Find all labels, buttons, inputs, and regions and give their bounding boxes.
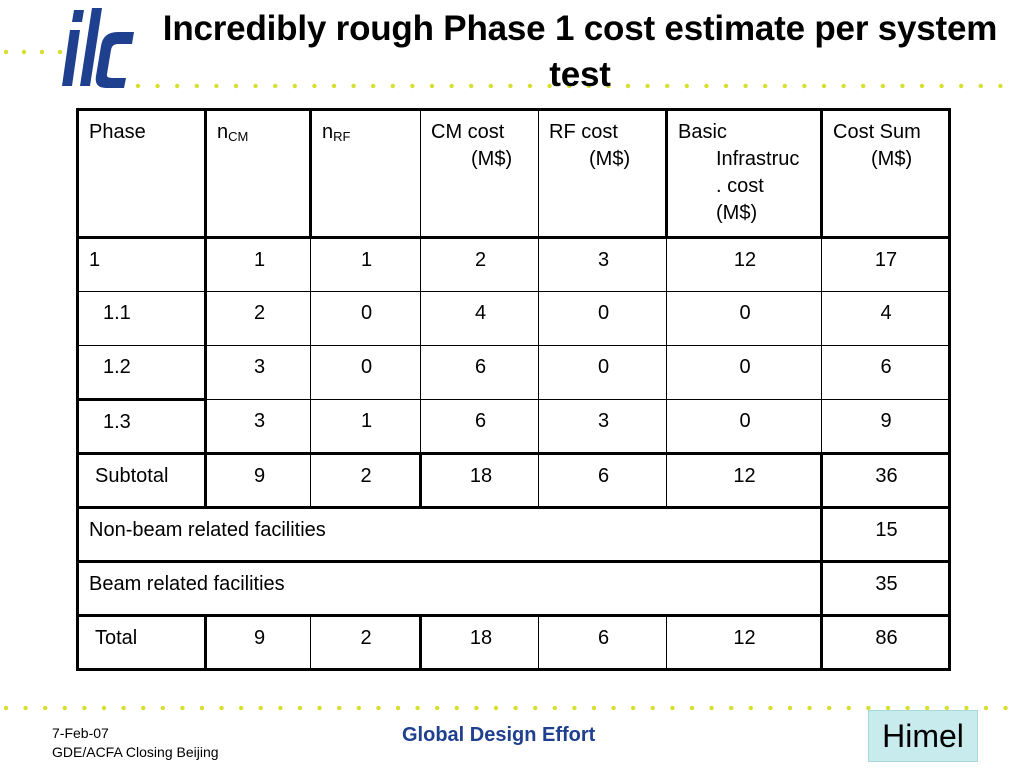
bottom-dotted-line: [3, 705, 1008, 711]
header-phase: Phase: [76, 108, 207, 238]
cell-sum: 86: [820, 615, 951, 671]
cell-sum: 17: [821, 236, 951, 292]
cell-n-cm: 1: [205, 236, 311, 292]
cell-cm-cost: 4: [420, 291, 539, 346]
cell-n-rf: 0: [310, 291, 421, 346]
cell-n-cm: 3: [205, 399, 311, 454]
table-row-non-beam: Non-beam related facilities 15: [76, 507, 951, 563]
table-row-subtotal: Subtotal 9 2 18 6 12 36: [76, 452, 951, 509]
cell-basic: 12: [666, 452, 822, 509]
header-rf-cost: RF cost (M$): [538, 108, 667, 238]
cell-sum: 6: [821, 345, 951, 400]
footer-event: GDE/ACFA Closing Beijing: [52, 744, 219, 760]
cell-basic: 12: [666, 236, 822, 292]
cell-basic: 0: [666, 291, 822, 346]
cell-beam-sum: 35: [820, 561, 951, 617]
cell-n-cm: 9: [205, 615, 311, 671]
cell-phase: 1: [76, 236, 207, 292]
cell-rf-cost: 3: [538, 236, 667, 292]
top-left-dotted-line: [3, 49, 63, 55]
cell-cm-cost: 6: [420, 345, 539, 400]
cell-basic: 12: [666, 615, 822, 671]
cell-n-cm: 9: [205, 452, 311, 509]
cell-phase: Total: [76, 615, 207, 671]
table-row: 1.2 3 0 6 0 0 6: [76, 345, 951, 401]
table-row: 1 1 1 2 3 12 17: [76, 236, 951, 292]
cost-table: Phase nCM nRF CM cost (M$) RF cost (M$) Ba…: [76, 108, 951, 671]
cell-sum: 9: [821, 399, 951, 454]
top-dotted-line: [135, 83, 1003, 89]
cell-rf-cost: 6: [538, 615, 667, 671]
cell-sum: 4: [821, 291, 951, 346]
table-row-beam: Beam related facilities 35: [76, 561, 951, 617]
header-n-cm: nCM: [205, 108, 311, 238]
cell-rf-cost: 0: [538, 345, 667, 400]
table-row: 1.3 3 1 6 3 0 9: [76, 399, 951, 454]
cell-rf-cost: 6: [538, 452, 667, 509]
table-header-row: Phase nCM nRF CM cost (M$) RF cost (M$) Ba…: [76, 108, 951, 238]
cell-n-rf: 2: [310, 452, 421, 509]
cell-phase: 1.1: [76, 291, 207, 346]
footer-date-event: 7-Feb-07 GDE/ACFA Closing Beijing: [52, 724, 219, 762]
cell-n-cm: 3: [205, 345, 311, 400]
cell-non-beam-label: Non-beam related facilities: [76, 507, 822, 563]
footer-organization: Global Design Effort: [402, 724, 596, 746]
cell-sum: 36: [820, 452, 951, 509]
cell-n-rf: 0: [310, 345, 421, 400]
cell-non-beam-sum: 15: [820, 507, 951, 563]
cell-n-rf: 1: [310, 236, 421, 292]
header-cm-cost: CM cost (M$): [420, 108, 539, 238]
ilc-logo-icon: [62, 8, 134, 88]
table-row-total: Total 9 2 18 6 12 86: [76, 615, 951, 671]
cell-cm-cost: 18: [419, 615, 539, 671]
cell-beam-label: Beam related facilities: [76, 561, 822, 617]
cell-cm-cost: 18: [419, 452, 539, 509]
cell-n-cm: 2: [205, 291, 311, 346]
header-basic-infrastructure-cost: Basic Infrastruc. cost (M$): [665, 108, 822, 238]
cell-phase: 1.3: [76, 399, 207, 454]
slide-title: Incredibly rough Phase 1 cost estimate p…: [162, 9, 998, 94]
cell-n-rf: 2: [310, 615, 421, 671]
author-name-box: Himel: [868, 710, 978, 762]
header-n-rf: nRF: [309, 108, 421, 238]
cell-basic: 0: [666, 399, 822, 454]
cell-cm-cost: 2: [420, 236, 539, 292]
cell-cm-cost: 6: [420, 399, 539, 454]
table-row: 1.1 2 0 4 0 0 4: [76, 291, 951, 346]
cell-basic: 0: [666, 345, 822, 400]
cell-phase: Subtotal: [76, 452, 207, 509]
cell-n-rf: 1: [310, 399, 421, 454]
cell-rf-cost: 0: [538, 291, 667, 346]
cell-rf-cost: 3: [538, 399, 667, 454]
footer-date: 7-Feb-07: [52, 725, 109, 741]
cell-phase: 1.2: [76, 345, 207, 401]
header-cost-sum: Cost Sum (M$): [820, 108, 951, 238]
